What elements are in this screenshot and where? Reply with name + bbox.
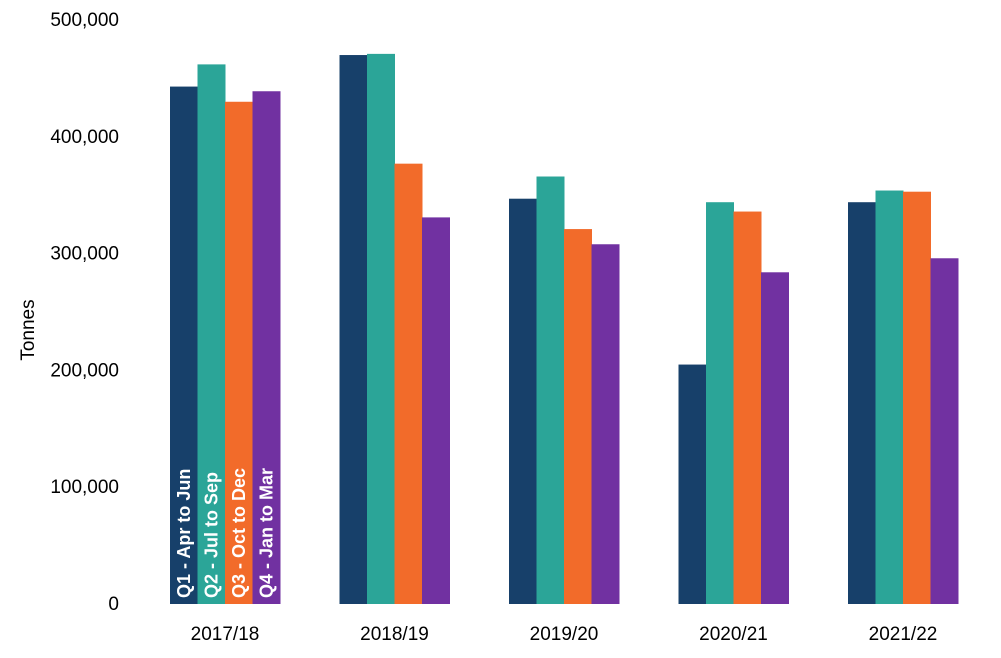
bar [875, 190, 904, 604]
bar [367, 53, 395, 604]
bar [848, 202, 876, 604]
bar [509, 198, 537, 605]
bar [761, 272, 789, 604]
series-labels: Q1 - Apr to Jun Q2 - Jul to Sep Q3 - Oct t… [174, 468, 277, 598]
bar [591, 244, 620, 605]
y-tick-label: 200,000 [50, 360, 119, 381]
bar [930, 258, 959, 604]
y-tick-label: 0 [108, 594, 119, 615]
series-label: Q4 - Jan to Mar [256, 468, 276, 598]
y-tick-label: 500,000 [50, 10, 119, 31]
x-tick-label: 2017/18 [191, 624, 260, 645]
bar [564, 229, 592, 604]
y-axis-tick-labels: 0 100,000 200,000 300,000 400,000 500,000 [50, 10, 119, 615]
bar [733, 211, 762, 604]
x-tick-label: 2021/22 [869, 624, 938, 645]
series-label: Q3 - Oct to Dec [229, 468, 249, 598]
x-axis-category-labels: 2017/18 2018/19 2019/20 2020/21 2021/22 [191, 624, 938, 645]
bar [170, 86, 198, 605]
y-tick-label: 400,000 [50, 127, 119, 148]
bar [394, 163, 423, 604]
series-label: Q1 - Apr to Jun [174, 469, 194, 598]
y-axis-title: Tonnes [18, 299, 39, 360]
x-tick-label: 2019/20 [530, 624, 599, 645]
y-tick-label: 100,000 [50, 477, 119, 498]
y-tick-label: 300,000 [50, 244, 119, 265]
bar-series-group [170, 53, 959, 605]
bar [197, 64, 226, 604]
bar [422, 217, 450, 604]
bar [706, 202, 734, 604]
x-tick-label: 2018/19 [360, 624, 429, 645]
series-label: Q2 - Jul to Sep [201, 472, 221, 598]
bar [678, 364, 707, 604]
bar [536, 176, 565, 604]
bar [903, 191, 931, 605]
bar [339, 55, 368, 605]
bar [225, 101, 253, 604]
x-tick-label: 2020/21 [699, 624, 768, 645]
bar [252, 91, 281, 605]
